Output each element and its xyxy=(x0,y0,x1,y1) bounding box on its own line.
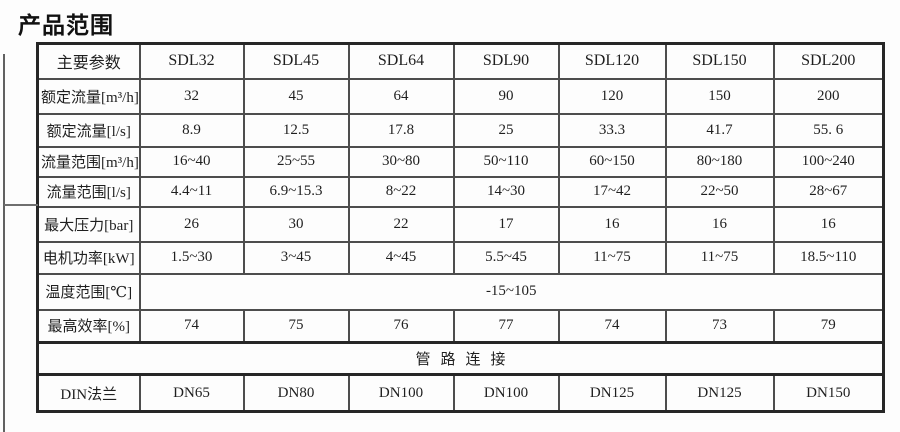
table-row-rated-flow-m3h: 额定流量[m³/h] 32 45 64 90 120 150 200 xyxy=(36,77,885,115)
header-model: SDL150 xyxy=(664,42,775,80)
table-cell: 41.7 xyxy=(664,112,775,148)
table-header-row: 主要参数 SDL32 SDL45 SDL64 SDL90 SDL120 SDL1… xyxy=(36,42,885,80)
table-cell: 74 xyxy=(557,308,667,344)
header-model: SDL64 xyxy=(347,42,455,80)
table-cell: 16 xyxy=(664,205,775,243)
row-label: DIN法兰 xyxy=(36,373,141,413)
header-model: SDL120 xyxy=(557,42,667,80)
table-row-rated-flow-ls: 额定流量[l/s] 8.9 12.5 17.8 25 33.3 41.7 55.… xyxy=(36,112,885,148)
table-cell: 16~40 xyxy=(138,145,245,178)
table-cell: 18.5~110 xyxy=(772,240,885,275)
header-model: SDL90 xyxy=(452,42,560,80)
table-row-temp-range: 温度范围[℃] -15~105 xyxy=(36,272,885,311)
table-cell: DN125 xyxy=(557,373,667,413)
table-cell: DN125 xyxy=(664,373,775,413)
table-cell: 8~22 xyxy=(347,175,455,208)
table-cell: 90 xyxy=(452,77,560,115)
table-cell: 120 xyxy=(557,77,667,115)
table-cell: DN80 xyxy=(242,373,350,413)
table-row-max-pressure: 最大压力[bar] 26 30 22 17 16 16 16 xyxy=(36,205,885,243)
table-row-pipe-connection-band: 管路连接 xyxy=(36,341,885,376)
table-cell: DN150 xyxy=(772,373,885,413)
table-cell: 26 xyxy=(138,205,245,243)
table-cell: 1.5~30 xyxy=(138,240,245,275)
pipe-connection-merged-cell: 管路连接 xyxy=(36,341,885,376)
table-cell: 12.5 xyxy=(242,112,350,148)
table-cell: 79 xyxy=(772,308,885,344)
table-cell: 5.5~45 xyxy=(452,240,560,275)
table-cell: 14~30 xyxy=(452,175,560,208)
table-cell: 75 xyxy=(242,308,350,344)
table-row-flow-range-m3h: 流量范围[m³/h] 16~40 25~55 30~80 50~110 60~1… xyxy=(36,145,885,178)
table-cell: 8.9 xyxy=(138,112,245,148)
table-cell: 11~75 xyxy=(557,240,667,275)
table-cell: 6.9~15.3 xyxy=(242,175,350,208)
table-cell: 11~75 xyxy=(664,240,775,275)
table-cell: 22~50 xyxy=(664,175,775,208)
table-cell: 17 xyxy=(452,205,560,243)
row-label: 电机功率[kW] xyxy=(36,240,141,275)
header-param-label: 主要参数 xyxy=(36,42,141,80)
header-model: SDL200 xyxy=(772,42,885,80)
header-model: SDL45 xyxy=(242,42,350,80)
row-label: 流量范围[m³/h] xyxy=(36,145,141,178)
row-label: 额定流量[l/s] xyxy=(36,112,141,148)
table-cell: 25 xyxy=(452,112,560,148)
table-cell: 25~55 xyxy=(242,145,350,178)
table-cell: 60~150 xyxy=(557,145,667,178)
table-cell: 4.4~11 xyxy=(138,175,245,208)
table-cell: 150 xyxy=(664,77,775,115)
table-row-max-efficiency: 最高效率[%] 74 75 76 77 74 73 79 xyxy=(36,308,885,344)
table-cell: 4~45 xyxy=(347,240,455,275)
table-cell: 17~42 xyxy=(557,175,667,208)
header-model: SDL32 xyxy=(138,42,245,80)
table-cell: 200 xyxy=(772,77,885,115)
table-cell: 76 xyxy=(347,308,455,344)
table-cell: 77 xyxy=(452,308,560,344)
table-cell: 16 xyxy=(772,205,885,243)
row-label: 温度范围[℃] xyxy=(36,272,141,311)
product-range-table: 主要参数 SDL32 SDL45 SDL64 SDL90 SDL120 SDL1… xyxy=(36,42,885,413)
table-row-flow-range-ls: 流量范围[l/s] 4.4~11 6.9~15.3 8~22 14~30 17~… xyxy=(36,175,885,208)
table-row-din-flange: DIN法兰 DN65 DN80 DN100 DN100 DN125 DN125 … xyxy=(36,373,885,413)
row-label: 额定流量[m³/h] xyxy=(36,77,141,115)
temp-range-merged-cell: -15~105 xyxy=(138,272,885,311)
table-row-motor-power: 电机功率[kW] 1.5~30 3~45 4~45 5.5~45 11~75 1… xyxy=(36,240,885,275)
table-cell: 74 xyxy=(138,308,245,344)
table-cell: 3~45 xyxy=(242,240,350,275)
table-cell: 33.3 xyxy=(557,112,667,148)
table-cell: 30~80 xyxy=(347,145,455,178)
scan-edge-artifact-horizontal xyxy=(4,204,38,206)
table-cell: DN100 xyxy=(452,373,560,413)
table-cell: 80~180 xyxy=(664,145,775,178)
row-label: 最高效率[%] xyxy=(36,308,141,344)
table-cell: 22 xyxy=(347,205,455,243)
table-cell: 16 xyxy=(557,205,667,243)
table-cell: 73 xyxy=(664,308,775,344)
table-cell: 32 xyxy=(138,77,245,115)
scan-edge-artifact-vertical xyxy=(3,54,5,432)
table-cell: 45 xyxy=(242,77,350,115)
page-title: 产品范围 xyxy=(18,12,114,38)
table-cell: 28~67 xyxy=(772,175,885,208)
table-cell: DN65 xyxy=(138,373,245,413)
row-label: 流量范围[l/s] xyxy=(36,175,141,208)
table-cell: 64 xyxy=(347,77,455,115)
table-cell: 30 xyxy=(242,205,350,243)
table-cell: 50~110 xyxy=(452,145,560,178)
table-cell: 55. 6 xyxy=(772,112,885,148)
table-cell: 100~240 xyxy=(772,145,885,178)
row-label: 最大压力[bar] xyxy=(36,205,141,243)
table-cell: 17.8 xyxy=(347,112,455,148)
table-cell: DN100 xyxy=(347,373,455,413)
